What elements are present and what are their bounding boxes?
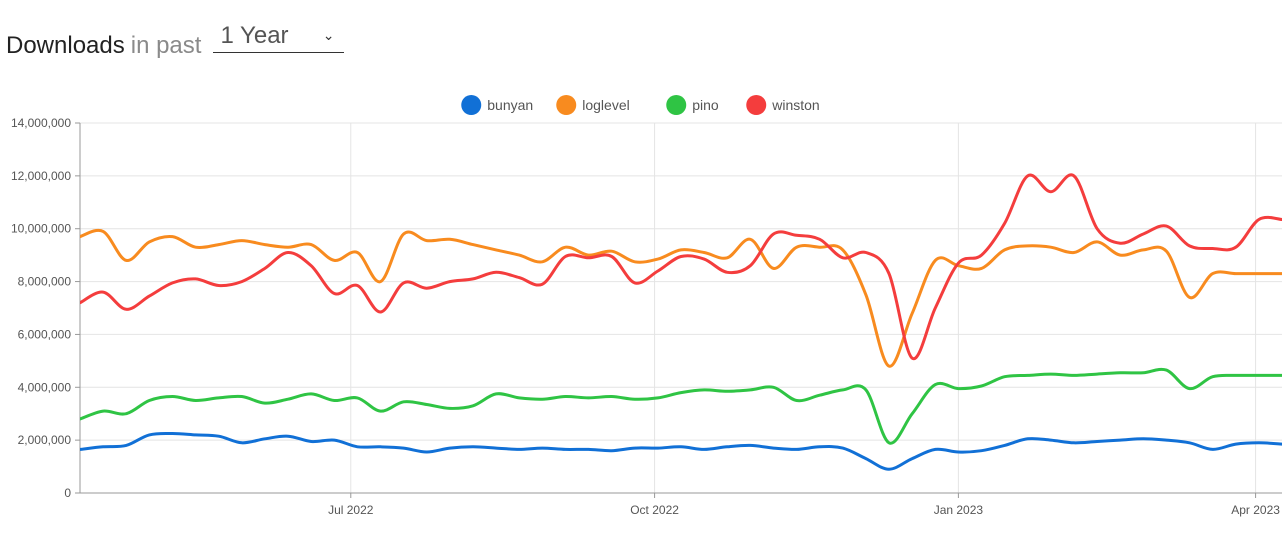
legend-label-winston: winston <box>771 97 819 113</box>
legend-label-bunyan: bunyan <box>487 97 533 113</box>
series-line-loglevel <box>80 228 1282 368</box>
y-tick-label: 4,000,000 <box>18 380 72 394</box>
series-line-winston <box>80 173 1282 361</box>
series-line-bunyan <box>80 431 1282 471</box>
legend-marker-pino <box>666 95 687 115</box>
y-tick-label: 8,000,000 <box>18 275 72 289</box>
x-tick-label: Oct 2022 <box>630 503 679 517</box>
chevron-down-icon: ⌄ <box>322 27 335 43</box>
legend-label-loglevel: loglevel <box>582 97 629 113</box>
chart-legend: bunyan loglevel pino winston <box>461 95 820 115</box>
legend-marker-loglevel <box>556 95 577 115</box>
legend-marker-winston <box>746 95 767 115</box>
legend-label-pino: pino <box>692 97 719 113</box>
x-tick-label: Jul 2022 <box>328 503 374 517</box>
series-line-pino <box>80 367 1282 445</box>
y-tick-label: 12,000,000 <box>11 169 71 183</box>
in-past-label: in past <box>130 32 202 59</box>
x-tick-label: Jan 2023 <box>934 503 984 517</box>
y-tick-label: 6,000,000 <box>18 327 72 341</box>
x-axis: Jul 2022 Oct 2022 Jan 2023 Apr 2023 <box>80 492 1282 517</box>
period-select-value: 1 Year <box>220 22 289 49</box>
y-axis: 0 2,000,000 4,000,000 6,000,000 8,000,000 10,… <box>11 116 81 500</box>
downloads-title: Downloads <box>6 32 125 59</box>
legend-marker-bunyan <box>461 95 482 115</box>
y-tick-label: 10,000,000 <box>11 222 71 236</box>
y-tick-label: 14,000,000 <box>11 116 71 130</box>
period-select[interactable]: 1 Year ⌄ <box>213 18 345 53</box>
y-tick-label: 2,000,000 <box>18 433 72 447</box>
chart-grid <box>80 122 1282 493</box>
chart-lines <box>80 173 1282 471</box>
x-tick-label: Apr 2023 <box>1231 503 1280 517</box>
downloads-header: Downloads in past 1 Year ⌄ <box>6 18 345 60</box>
y-tick-label: 0 <box>64 486 71 500</box>
